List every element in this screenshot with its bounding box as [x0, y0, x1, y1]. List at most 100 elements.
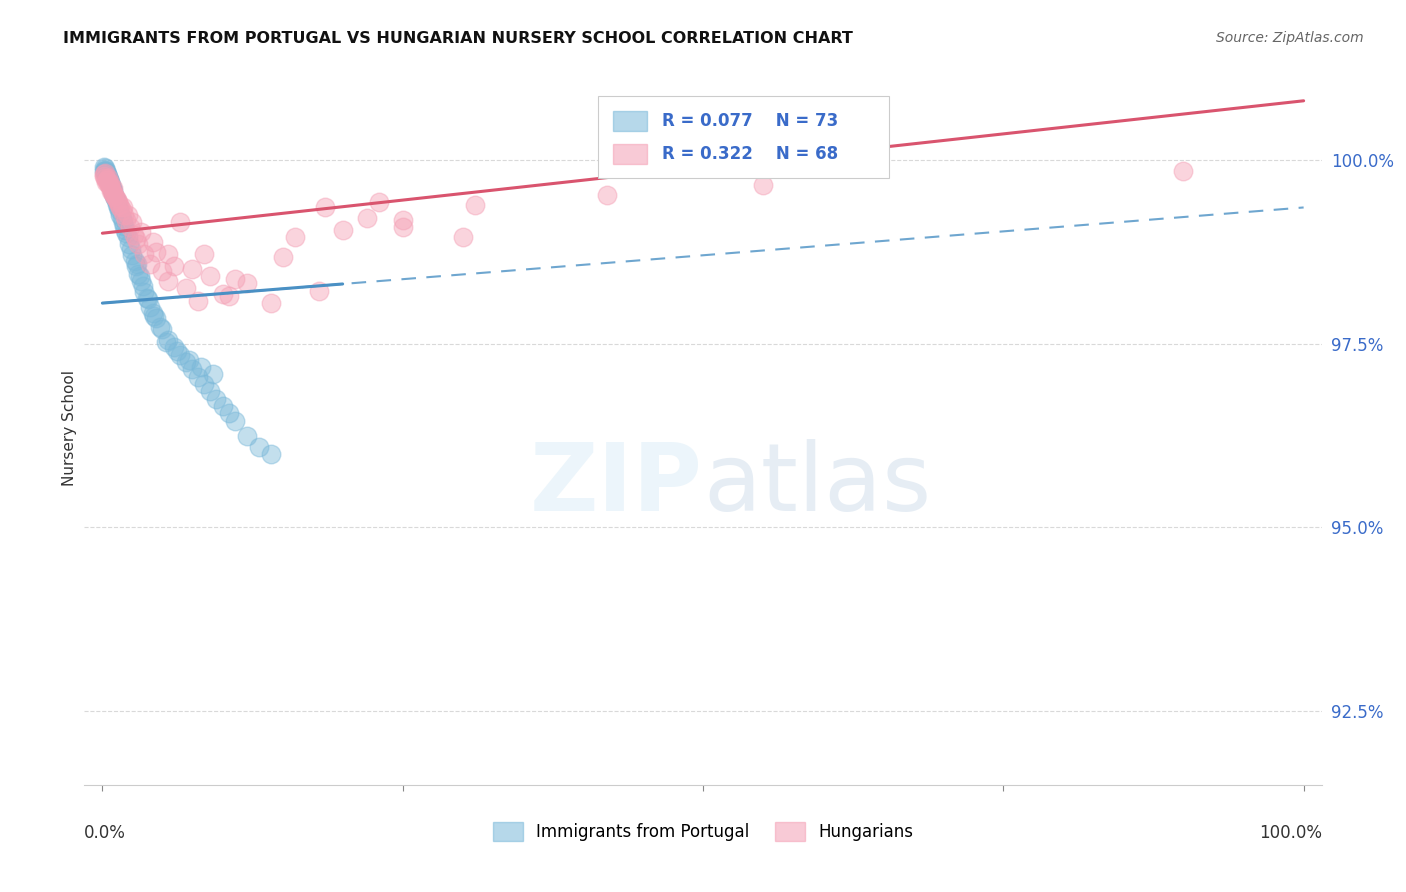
Point [97, 171, 120, 186]
Point [121, 248, 143, 262]
Point [163, 260, 186, 274]
Point [218, 289, 240, 303]
Point [98, 178, 121, 193]
Point [142, 306, 165, 320]
Point [139, 300, 162, 314]
Point [356, 211, 378, 226]
Point [96, 167, 118, 181]
Point [200, 384, 222, 399]
Point [94, 165, 117, 179]
Point [101, 182, 124, 196]
Point [101, 184, 124, 198]
Point [112, 219, 135, 233]
Point [104, 193, 127, 207]
Point [284, 230, 307, 244]
Point [100, 180, 122, 194]
Text: R = 0.077    N = 73: R = 0.077 N = 73 [662, 112, 838, 129]
Point [187, 293, 209, 308]
Text: R = 0.322    N = 68: R = 0.322 N = 68 [662, 145, 838, 163]
Point [97, 171, 120, 186]
Point [103, 186, 125, 200]
Point [139, 257, 162, 271]
Point [464, 198, 486, 212]
Point [117, 208, 139, 222]
Point [118, 220, 141, 235]
Y-axis label: Nursery School: Nursery School [62, 370, 77, 486]
Point [98, 171, 121, 186]
Point [108, 198, 131, 212]
Point [157, 274, 180, 288]
Point [224, 414, 246, 428]
Point [97, 170, 120, 185]
Point [142, 235, 165, 249]
Point [247, 440, 270, 454]
Point [94, 164, 117, 178]
Point [100, 184, 122, 198]
Text: atlas: atlas [703, 439, 931, 532]
Point [157, 247, 180, 261]
Point [176, 281, 198, 295]
Point [98, 178, 121, 193]
Point [145, 244, 167, 259]
Point [108, 202, 131, 217]
Point [235, 277, 257, 291]
Point [1173, 163, 1195, 178]
Point [169, 348, 191, 362]
Point [121, 215, 143, 229]
Point [332, 222, 354, 236]
Point [94, 175, 117, 189]
Point [104, 191, 127, 205]
Point [134, 285, 156, 299]
Point [105, 193, 128, 207]
Point [107, 201, 129, 215]
Text: Source: ZipAtlas.com: Source: ZipAtlas.com [1216, 31, 1364, 45]
Point [115, 213, 138, 227]
Point [118, 237, 141, 252]
Point [177, 352, 200, 367]
Point [134, 247, 156, 261]
Point [169, 215, 191, 229]
Point [93, 167, 115, 181]
Point [93, 163, 115, 178]
Point [100, 178, 122, 193]
Point [132, 279, 155, 293]
Point [98, 173, 121, 187]
Point [103, 188, 125, 202]
Point [193, 377, 215, 392]
Point [200, 268, 222, 283]
Point [187, 369, 209, 384]
Point [152, 322, 174, 336]
Point [98, 176, 121, 190]
Point [117, 230, 139, 244]
Point [93, 163, 115, 178]
Point [124, 254, 146, 268]
Point [235, 428, 257, 442]
Point [259, 296, 281, 310]
Point [149, 320, 172, 334]
Point [94, 171, 117, 186]
Point [152, 264, 174, 278]
Point [391, 220, 413, 235]
Text: 100.0%: 100.0% [1258, 824, 1322, 842]
Point [103, 186, 125, 200]
Point [259, 447, 281, 461]
Point [314, 201, 336, 215]
Point [103, 189, 125, 203]
Point [103, 189, 125, 203]
Point [110, 201, 132, 215]
Point [125, 260, 148, 274]
Point [211, 399, 233, 413]
Point [127, 257, 149, 271]
Point [111, 201, 134, 215]
Point [145, 310, 167, 325]
Point [155, 335, 177, 350]
Point [120, 243, 142, 257]
Point [136, 293, 159, 307]
Point [127, 267, 149, 281]
Point [107, 195, 129, 210]
Point [190, 360, 212, 375]
Point [93, 169, 115, 183]
Point [104, 191, 127, 205]
Point [218, 407, 240, 421]
Point [98, 175, 121, 189]
